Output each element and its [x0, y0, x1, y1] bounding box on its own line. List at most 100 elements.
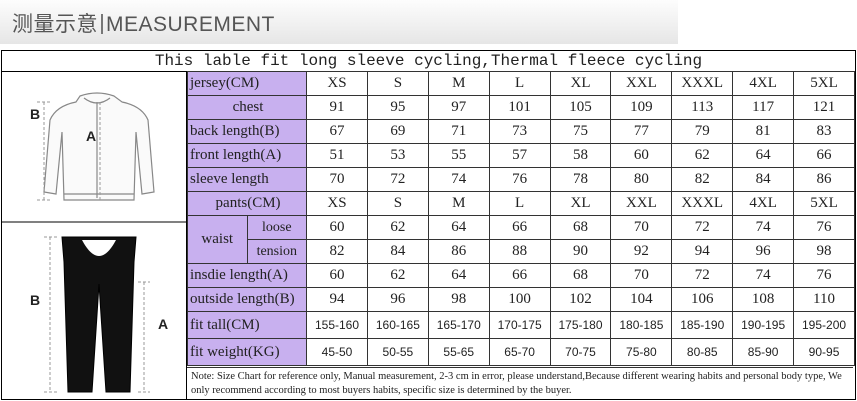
- value-cell: 67: [306, 119, 368, 144]
- value-cell: 88: [488, 239, 551, 264]
- value-cell: 94: [671, 239, 734, 264]
- value-cell: 66: [488, 263, 551, 288]
- value-cell: 90-95: [793, 338, 855, 366]
- value-cell: 50-55: [366, 338, 429, 366]
- value-cell: 81: [732, 119, 795, 144]
- value-cell: 55-65: [427, 338, 490, 366]
- value-cell: 80: [610, 167, 673, 192]
- jersey-label-a: A: [86, 128, 97, 144]
- value-cell: 76: [793, 263, 855, 288]
- value-cell: 90: [549, 239, 612, 264]
- size-cell: XL: [549, 191, 612, 216]
- value-cell: 74: [732, 263, 795, 288]
- table-row: back length(B) 67 69 71 73 75 77 79 81 8…: [186, 119, 855, 144]
- size-cell: S: [366, 191, 429, 216]
- value-cell: 92: [610, 239, 673, 264]
- title-english: MEASUREMENT: [106, 13, 275, 36]
- table-row: sleeve length 70 72 74 76 78 80 82 84 86: [186, 167, 855, 192]
- measurement-figure: B A B A: [2, 71, 187, 399]
- value-cell: 195-200: [793, 311, 855, 339]
- value-cell: 113: [671, 95, 734, 120]
- value-cell: 180-185: [610, 311, 673, 339]
- value-cell: 84: [732, 167, 795, 192]
- value-cell: 170-175: [488, 311, 551, 339]
- value-cell: 98: [793, 239, 855, 264]
- table-row: insdie length(A) 60 62 64 66 68 70 72 74…: [186, 263, 855, 288]
- size-cell: XXXL: [671, 191, 734, 216]
- value-cell: 95: [366, 95, 429, 120]
- value-cell: 64: [427, 263, 490, 288]
- value-cell: 62: [671, 143, 734, 168]
- value-cell: 109: [610, 95, 673, 120]
- size-cell: XXXL: [671, 71, 734, 96]
- table-row: waist loose 60 62 64 66 68 70 72 74 76: [187, 215, 855, 264]
- value-cell: 70: [306, 167, 368, 192]
- row-label-chest: chest: [186, 95, 308, 120]
- value-cell: 185-190: [671, 311, 734, 339]
- value-cell: 91: [306, 95, 368, 120]
- value-cell: 101: [488, 95, 551, 120]
- size-cell: 5XL: [793, 71, 855, 96]
- jersey-header-label: jersey(CM): [186, 71, 308, 96]
- value-cell: 64: [732, 143, 795, 168]
- value-cell: 102: [549, 287, 612, 312]
- title-separator: [101, 14, 103, 34]
- jersey-drawing: [43, 92, 155, 201]
- row-label-outside-length: outside length(B): [186, 287, 308, 312]
- page-title: 测量示意 MEASUREMENT: [12, 8, 275, 38]
- header-band: 测量示意 MEASUREMENT: [0, 0, 678, 44]
- row-label-front-length: front length(A): [186, 143, 308, 168]
- value-cell: 70-75: [549, 338, 612, 366]
- value-cell: 55: [427, 143, 490, 168]
- value-cell: 82: [671, 167, 734, 192]
- row-label-waist: waist: [187, 215, 248, 264]
- pants-drawing: [61, 236, 137, 393]
- pants-measure-lines: [44, 236, 150, 393]
- value-cell: 58: [549, 143, 612, 168]
- value-cell: 51: [306, 143, 368, 168]
- size-cell: 4XL: [732, 191, 795, 216]
- value-cell: 80-85: [671, 338, 734, 366]
- value-cell: 75-80: [610, 338, 673, 366]
- value-cell: 62: [366, 263, 429, 288]
- value-cell: 155-160: [306, 311, 368, 339]
- value-cell: 96: [366, 287, 429, 312]
- value-cell: 76: [793, 215, 855, 240]
- value-cell: 74: [732, 215, 795, 240]
- value-cell: 68: [549, 263, 612, 288]
- value-cell: 73: [488, 119, 551, 144]
- jersey-header-row: jersey(CM) XS S M L XL XXL XXXL 4XL 5XL: [186, 71, 855, 96]
- row-label-inside-length: insdie length(A): [186, 263, 308, 288]
- value-cell: 86: [793, 167, 855, 192]
- size-note: Note: Size Chart for reference only, Man…: [187, 367, 853, 398]
- value-cell: 79: [671, 119, 734, 144]
- size-cell: XXL: [610, 71, 673, 96]
- size-cell: XL: [549, 71, 612, 96]
- pants-label-b: B: [30, 292, 41, 308]
- chart-caption: This lable fit long sleeve cycling,Therm…: [154, 52, 703, 70]
- value-cell: 53: [366, 143, 429, 168]
- value-cell: 76: [488, 167, 551, 192]
- table-row: outside length(B) 94 96 98 100 102 104 1…: [186, 287, 855, 312]
- table-row: fit tall(CM) 155-160 160-165 165-170 170…: [186, 311, 855, 339]
- value-cell: 96: [732, 239, 795, 264]
- row-label-tension: tension: [246, 239, 308, 264]
- value-cell: 57: [488, 143, 551, 168]
- value-cell: 105: [549, 95, 612, 120]
- pants-header-label: pants(CM): [186, 191, 308, 216]
- value-cell: 74: [427, 167, 490, 192]
- value-cell: 100: [488, 287, 551, 312]
- value-cell: 70: [610, 263, 673, 288]
- size-cell: S: [366, 71, 429, 96]
- value-cell: 60: [306, 263, 368, 288]
- value-cell: 75: [549, 119, 612, 144]
- size-table: jersey(CM) XS S M L XL XXL XXXL 4XL 5XL …: [186, 71, 855, 366]
- row-label-back-length: back length(B): [186, 119, 308, 144]
- value-cell: 65-70: [488, 338, 551, 366]
- jersey-label-b: B: [30, 106, 41, 122]
- value-cell: 66: [488, 215, 551, 240]
- value-cell: 121: [793, 95, 855, 120]
- value-cell: 85-90: [732, 338, 795, 366]
- value-cell: 71: [427, 119, 490, 144]
- size-cell: L: [488, 191, 551, 216]
